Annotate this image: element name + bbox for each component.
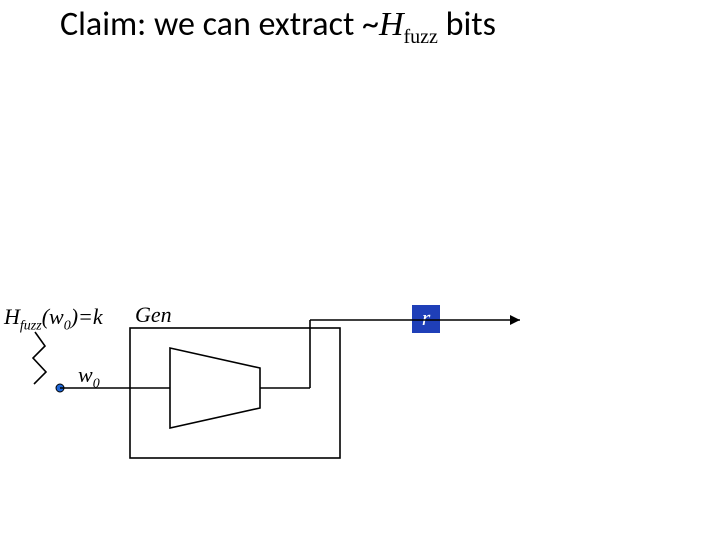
- ext-trapezoid: [170, 348, 260, 428]
- extractor-diagram: [0, 0, 720, 540]
- squiggle-arrow: [33, 332, 46, 384]
- out-arrowhead: [510, 315, 520, 325]
